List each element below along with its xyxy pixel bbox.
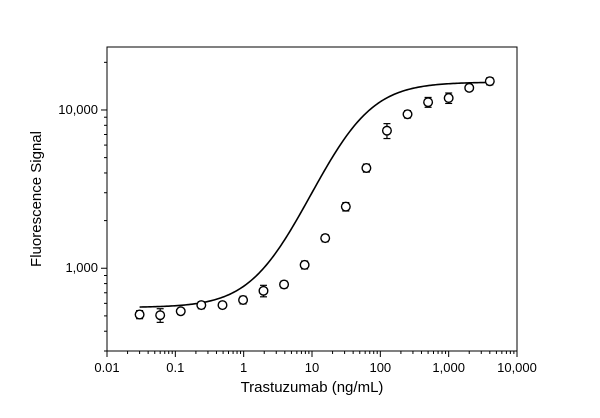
data-marker (443, 93, 454, 104)
data-marker (340, 201, 351, 212)
x-tick-label: 1,000 (432, 360, 465, 375)
data-marker (361, 162, 372, 173)
data-point (238, 295, 249, 306)
data-point (196, 300, 207, 311)
data-point (217, 300, 228, 311)
data-point (381, 123, 392, 140)
data-point (423, 96, 434, 108)
data-marker (134, 309, 145, 320)
x-tick-label: 10 (305, 360, 319, 375)
y-tick-label: 1,000 (65, 260, 98, 275)
x-tick-label: 100 (369, 360, 391, 375)
data-marker (381, 125, 392, 136)
y-tick-label: 10,000 (58, 102, 98, 117)
data-marker (464, 82, 475, 93)
data-marker (196, 300, 207, 311)
data-marker (258, 285, 269, 296)
data-point (299, 259, 310, 270)
x-axis-title: Trastuzumab (ng/mL) (241, 379, 384, 396)
data-point (464, 82, 475, 93)
x-axis: 0.01 0.1 1 10 100 1,000 10,000 (94, 351, 537, 375)
y-axis: 1,000 10,000 (58, 61, 107, 352)
data-point (402, 109, 413, 120)
data-point (340, 201, 351, 212)
data-marker (402, 109, 413, 120)
data-point (258, 284, 269, 298)
data-point (134, 309, 145, 320)
y-axis-title: Fluorescence Signal (28, 131, 45, 267)
x-tick-label: 0.01 (94, 360, 119, 375)
data-point (484, 76, 495, 87)
x-tick-label: 1 (240, 360, 247, 375)
data-marker (299, 259, 310, 270)
data-point (175, 306, 186, 317)
data-points (134, 76, 495, 323)
fit-curve (139, 81, 490, 308)
data-point (279, 279, 290, 290)
data-marker (484, 76, 495, 87)
data-marker (423, 97, 434, 108)
data-point (320, 233, 331, 244)
data-marker (238, 295, 249, 306)
data-point (443, 92, 454, 105)
data-marker (279, 279, 290, 290)
data-marker (320, 233, 331, 244)
data-marker (175, 306, 186, 317)
data-marker (155, 310, 166, 321)
data-marker (217, 300, 228, 311)
data-point (361, 162, 372, 173)
x-tick-label: 0.1 (166, 360, 184, 375)
x-tick-label: 10,000 (497, 360, 537, 375)
data-point (155, 308, 166, 323)
